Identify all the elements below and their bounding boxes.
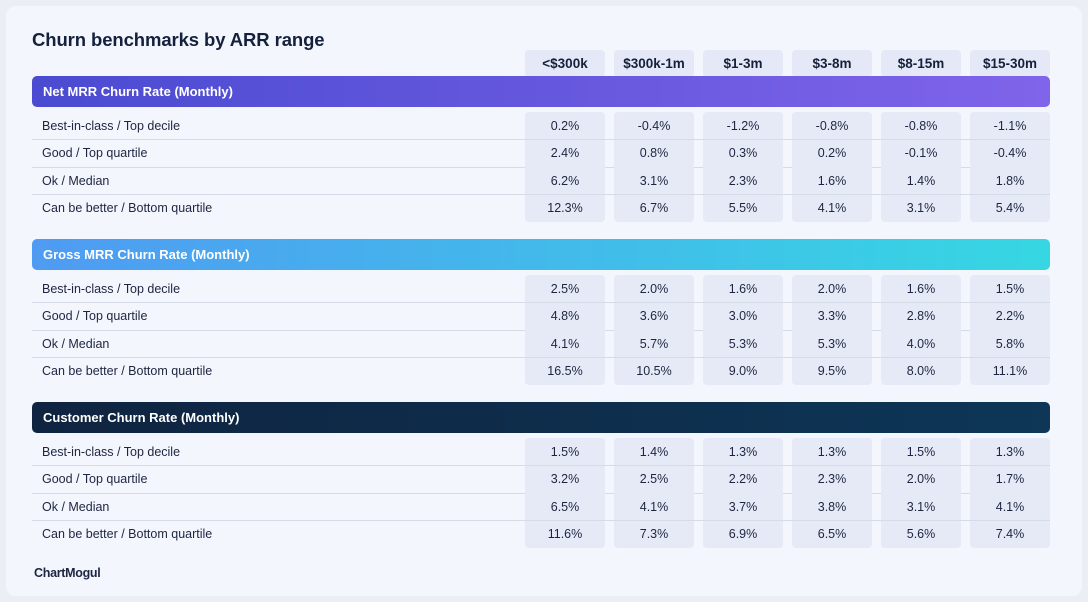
- value-cell: 5.6%: [881, 520, 961, 548]
- value-cell: -0.1%: [881, 139, 961, 167]
- row-label: Can be better / Bottom quartile: [42, 527, 213, 541]
- value-cell: 4.1%: [792, 194, 872, 222]
- value-cell: 1.4%: [614, 438, 694, 465]
- value-cell: 2.2%: [703, 465, 783, 493]
- value-cell: -0.4%: [970, 139, 1050, 167]
- value-cell: 5.3%: [792, 330, 872, 357]
- value-cell: 6.5%: [525, 493, 605, 520]
- value-cell: 4.1%: [525, 330, 605, 357]
- value-cell: 6.9%: [703, 520, 783, 548]
- value-cell: -1.2%: [703, 112, 783, 139]
- value-cell: 0.2%: [525, 112, 605, 139]
- row-label: Ok / Median: [42, 499, 110, 514]
- value-cell: 1.3%: [703, 438, 783, 465]
- value-cell: 3.3%: [792, 302, 872, 330]
- value-cell: 3.1%: [614, 167, 694, 194]
- value-cell: 5.7%: [614, 330, 694, 357]
- column-header: $15-30m: [970, 50, 1050, 77]
- value-cell: 6.7%: [614, 194, 694, 222]
- value-cell: 1.8%: [970, 167, 1050, 194]
- value-cell: 4.8%: [525, 302, 605, 330]
- value-cell: 1.4%: [881, 167, 961, 194]
- value-cell: 6.2%: [525, 167, 605, 194]
- value-cell: 1.5%: [970, 275, 1050, 302]
- column-header: $8-15m: [881, 50, 961, 77]
- value-cell: 2.0%: [792, 275, 872, 302]
- column-header: $1-3m: [703, 50, 783, 77]
- value-cell: 3.8%: [792, 493, 872, 520]
- row-label: Can be better / Bottom quartile: [42, 364, 213, 378]
- row-label: Best-in-class / Top decile: [42, 444, 181, 459]
- column-header: $3-8m: [792, 50, 872, 77]
- chart-title: Churn benchmarks by ARR range: [32, 29, 325, 50]
- column-header: <$300k: [525, 50, 605, 77]
- row-label: Best-in-class / Top decile: [42, 281, 181, 296]
- value-cell: 2.3%: [703, 167, 783, 194]
- value-cell: -0.4%: [614, 112, 694, 139]
- value-cell: 7.4%: [970, 520, 1050, 548]
- value-cell: 11.1%: [970, 357, 1050, 385]
- value-cell: 3.7%: [703, 493, 783, 520]
- value-cell: -0.8%: [881, 112, 961, 139]
- value-cell: 0.3%: [703, 139, 783, 167]
- value-cell: 16.5%: [525, 357, 605, 385]
- value-cell: 2.3%: [792, 465, 872, 493]
- value-cell: 3.6%: [614, 302, 694, 330]
- value-cell: 3.2%: [525, 465, 605, 493]
- row-label: Ok / Median: [42, 336, 110, 351]
- value-cell: 9.5%: [792, 357, 872, 385]
- value-cell: 1.5%: [881, 438, 961, 465]
- row-label: Good / Top quartile: [42, 146, 148, 160]
- value-cell: 2.2%: [970, 302, 1050, 330]
- value-cell: 7.3%: [614, 520, 694, 548]
- value-cell: 11.6%: [525, 520, 605, 548]
- row-label: Good / Top quartile: [42, 309, 148, 323]
- value-cell: 0.2%: [792, 139, 872, 167]
- value-cell: 1.5%: [525, 438, 605, 465]
- value-cell: 1.7%: [970, 465, 1050, 493]
- value-cell: 4.1%: [614, 493, 694, 520]
- value-cell: 5.5%: [703, 194, 783, 222]
- value-cell: 2.5%: [614, 465, 694, 493]
- row-label: Can be better / Bottom quartile: [42, 201, 213, 215]
- value-cell: 0.8%: [614, 139, 694, 167]
- value-cell: 2.8%: [881, 302, 961, 330]
- value-cell: 4.1%: [970, 493, 1050, 520]
- value-cell: 6.5%: [792, 520, 872, 548]
- section-header: Customer Churn Rate (Monthly): [32, 402, 1050, 433]
- section-header: Net MRR Churn Rate (Monthly): [32, 76, 1050, 107]
- value-cell: 4.0%: [881, 330, 961, 357]
- value-cell: 9.0%: [703, 357, 783, 385]
- value-cell: 3.0%: [703, 302, 783, 330]
- value-cell: 8.0%: [881, 357, 961, 385]
- value-cell: 1.3%: [792, 438, 872, 465]
- value-cell: 1.6%: [703, 275, 783, 302]
- value-cell: 2.4%: [525, 139, 605, 167]
- value-cell: 5.4%: [970, 194, 1050, 222]
- benchmark-card: Churn benchmarks by ARR range <$300k $300k…: [6, 6, 1082, 596]
- value-cell: 1.6%: [792, 167, 872, 194]
- value-cell: 1.6%: [881, 275, 961, 302]
- row-label: Best-in-class / Top decile: [42, 118, 181, 133]
- value-cell: 3.1%: [881, 493, 961, 520]
- value-cell: 5.8%: [970, 330, 1050, 357]
- value-cell: -1.1%: [970, 112, 1050, 139]
- value-cell: 2.0%: [881, 465, 961, 493]
- section-header: Gross MRR Churn Rate (Monthly): [32, 239, 1050, 270]
- value-cell: 2.5%: [525, 275, 605, 302]
- row-label: Good / Top quartile: [42, 472, 148, 486]
- value-cell: 2.0%: [614, 275, 694, 302]
- value-cell: 10.5%: [614, 357, 694, 385]
- row-label: Ok / Median: [42, 173, 110, 188]
- value-cell: 5.3%: [703, 330, 783, 357]
- value-cell: 12.3%: [525, 194, 605, 222]
- value-cell: -0.8%: [792, 112, 872, 139]
- value-cell: 3.1%: [881, 194, 961, 222]
- column-header: $300k-1m: [614, 50, 694, 77]
- value-cell: 1.3%: [970, 438, 1050, 465]
- chartmogul-logo: ChartMogul: [34, 566, 101, 580]
